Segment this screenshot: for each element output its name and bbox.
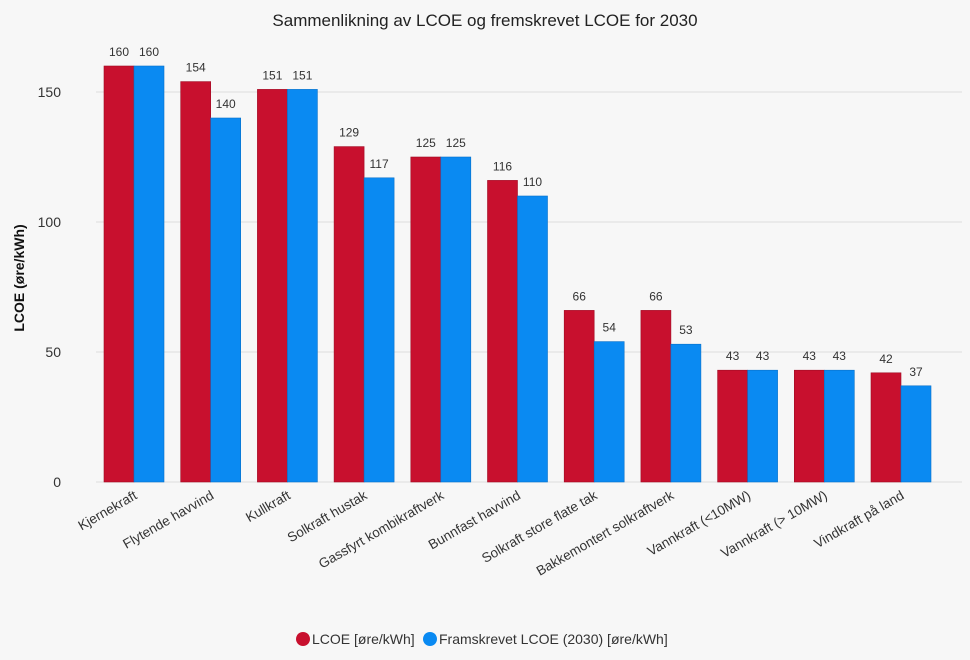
bar-lcoe-2030-8[interactable] xyxy=(747,369,778,483)
legend[interactable]: LCOE [øre/kWh] Framskrevet LCOE (2030) [ø… xyxy=(296,631,668,647)
bar-lcoe-3[interactable] xyxy=(333,146,365,483)
bar-lcoe-2030-5[interactable] xyxy=(517,195,548,483)
legend-label: Framskrevet LCOE (2030) [øre/kWh] xyxy=(439,631,668,647)
y-tick-label: 50 xyxy=(45,344,61,360)
bar-lcoe-2030-10[interactable] xyxy=(900,385,932,483)
data-label: 53 xyxy=(679,323,693,337)
y-tick-label: 150 xyxy=(38,84,62,100)
bar-lcoe-1[interactable] xyxy=(180,81,211,483)
y-axis-ticks: 0 50 100 150 xyxy=(38,84,62,490)
data-label: 154 xyxy=(186,61,206,75)
bar-lcoe-9[interactable] xyxy=(793,369,825,483)
data-label: 125 xyxy=(416,136,436,150)
data-label: 140 xyxy=(216,97,236,111)
data-label: 151 xyxy=(292,68,312,82)
y-tick-label: 0 xyxy=(53,474,61,490)
bar-lcoe-10[interactable] xyxy=(870,372,902,483)
data-label: 37 xyxy=(909,365,923,379)
data-label: 110 xyxy=(523,175,542,189)
chart-title: Sammenlikning av LCOE og fremskrevet LCO… xyxy=(272,11,697,30)
bar-lcoe-2030-9[interactable] xyxy=(823,369,855,483)
bar-lcoe-2[interactable] xyxy=(257,89,288,483)
bar-lcoe-4[interactable] xyxy=(410,156,442,483)
bar-lcoe-7[interactable] xyxy=(640,310,672,483)
data-label: 151 xyxy=(262,68,282,82)
data-labels: 160 154 151 129 125 116 66 66 43 43 42 160 140 151 117… xyxy=(109,45,923,379)
x-category-label: Bakkemontert solkraftverk xyxy=(534,487,677,578)
bar-lcoe-0[interactable] xyxy=(103,65,135,483)
bar-lcoe-6[interactable] xyxy=(563,310,595,483)
data-label: 66 xyxy=(573,289,587,303)
y-axis-title: LCOE (øre/kWh) xyxy=(11,224,27,331)
bar-lcoe-5[interactable] xyxy=(487,180,518,483)
x-category-label: Gassfyrt kombikraftverk xyxy=(316,487,446,571)
data-label: 43 xyxy=(756,349,770,363)
bar-lcoe-2030-0[interactable] xyxy=(133,65,165,483)
legend-item[interactable]: LCOE [øre/kWh] xyxy=(296,631,415,647)
data-label: 43 xyxy=(726,349,740,363)
bar-lcoe-2030-2[interactable] xyxy=(287,89,318,483)
data-label: 66 xyxy=(649,289,663,303)
legend-item[interactable]: Framskrevet LCOE (2030) [øre/kWh] xyxy=(423,631,668,647)
data-label: 43 xyxy=(833,349,847,363)
data-label: 125 xyxy=(446,136,466,150)
data-label: 129 xyxy=(339,126,359,140)
bar-lcoe-2030-1[interactable] xyxy=(210,117,241,483)
bar-lcoe-2030-3[interactable] xyxy=(363,177,395,483)
y-tick-label: 100 xyxy=(38,214,62,230)
bar-lcoe-8[interactable] xyxy=(717,369,748,483)
bar-lcoe-2030-6[interactable] xyxy=(593,341,625,483)
bar-lcoe-2030-4[interactable] xyxy=(440,156,472,483)
bars xyxy=(103,65,932,483)
data-label: 160 xyxy=(109,45,129,59)
data-label: 42 xyxy=(879,352,893,366)
legend-marker xyxy=(423,632,437,646)
legend-marker xyxy=(296,632,310,646)
data-label: 116 xyxy=(493,159,512,173)
bar-lcoe-2030-7[interactable] xyxy=(670,343,702,483)
data-label: 117 xyxy=(370,157,389,171)
data-label: 43 xyxy=(803,349,817,363)
data-label: 160 xyxy=(139,45,159,59)
legend-label: LCOE [øre/kWh] xyxy=(312,631,415,647)
x-category-label: Kjernekraft xyxy=(75,487,139,533)
x-category-label: Kullkraft xyxy=(243,487,293,524)
data-label: 54 xyxy=(603,321,617,335)
